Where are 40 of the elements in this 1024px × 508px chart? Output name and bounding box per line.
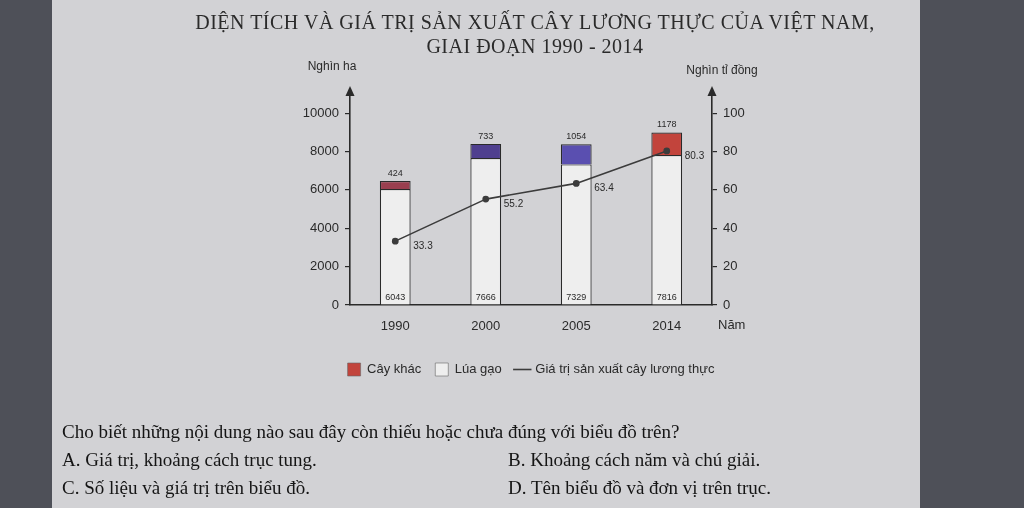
- text: A. Giá trị, khoảng cách trục tung.: [62, 448, 318, 472]
- x-tick-label: 2000: [471, 318, 501, 334]
- legend-label: Giá trị sản xuất cây lương thực: [535, 361, 715, 377]
- chart-title: DIỆN TÍCH VÀ GIÁ TRỊ SẢN XUẤT CÂY LƯƠNG THỰC CỦA VIỆT NAM, GIAI ĐOẠN 1990 - 2014: [194, 10, 876, 58]
- y2-tick-label: 100: [723, 104, 745, 120]
- y2-tick-label: 20: [723, 258, 738, 274]
- data-label: 33.3: [413, 239, 434, 251]
- data-label: 80.3: [684, 149, 705, 161]
- data-label: 55.2: [503, 197, 524, 209]
- data-label: 733: [478, 130, 494, 141]
- y2-tick-label: 0: [723, 296, 731, 312]
- y2-tick-label: 80: [723, 143, 738, 159]
- y2-tick-label: 40: [723, 219, 738, 235]
- text: B. Khoảng cách năm và chú giải.: [508, 448, 762, 472]
- data-label: 7329: [566, 292, 587, 303]
- y2-tick-label: 60: [723, 181, 738, 197]
- text: C. Số liệu và giá trị trên biểu đồ.: [62, 476, 311, 500]
- y-tick-label: 4000: [310, 219, 339, 235]
- legend-label: Lúa gạo: [454, 361, 502, 377]
- legend-label: Cây khác: [367, 361, 422, 377]
- y-tick-label: 0: [331, 296, 339, 312]
- y2-axis-title: Nghìn tỉ đồng: [686, 63, 758, 77]
- text: Cho biết những nội dung nào sau đây còn thiếu hoặc chưa đúng với biểu đồ trên?: [62, 420, 681, 444]
- data-label: 7666: [475, 292, 496, 303]
- data-label: 7816: [656, 292, 677, 303]
- x-tick-label: 2014: [652, 318, 682, 334]
- y-tick-label: 8000: [310, 143, 339, 159]
- text: D. Tên biểu đồ và đơn vị trên trục.: [508, 476, 772, 500]
- y-tick-label: 10000: [302, 104, 339, 120]
- x-tick-label: 1990: [380, 318, 410, 334]
- data-label: 424: [387, 167, 403, 178]
- data-label: 6043: [385, 292, 406, 303]
- x-tick-label: 2005: [561, 318, 591, 334]
- data-label: 1178: [657, 119, 677, 130]
- y-tick-label: 6000: [310, 181, 339, 197]
- x-axis-title: Năm: [718, 316, 746, 332]
- data-label: 63.4: [594, 182, 615, 194]
- data-label: 1054: [566, 131, 587, 142]
- y-axis-title: Nghìn ha: [307, 59, 357, 73]
- y-tick-label: 2000: [310, 258, 339, 274]
